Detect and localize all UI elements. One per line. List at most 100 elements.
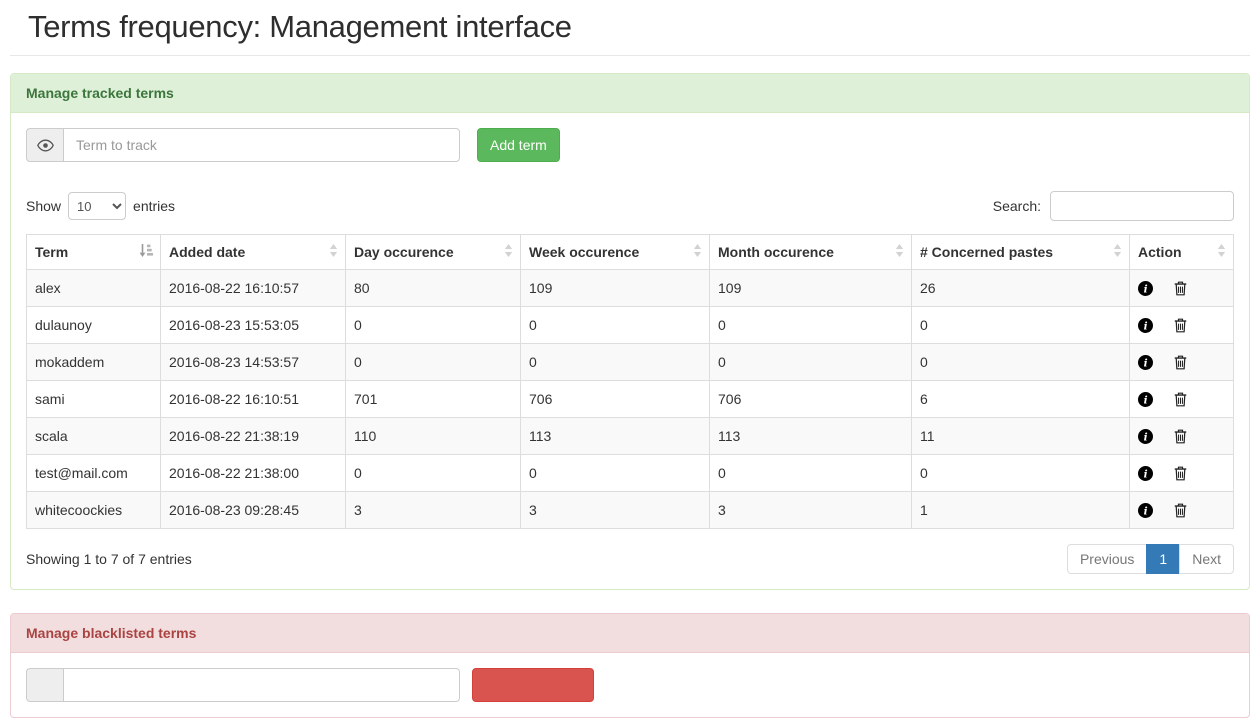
term-input-group — [26, 128, 460, 162]
column-header-month-occurence[interactable]: Month occurence — [709, 234, 912, 270]
tracked-terms-table: Term — [26, 234, 1234, 529]
cell-month: 3 — [709, 491, 912, 529]
datatable-controls: Show 10 entries Search: — [26, 191, 1234, 221]
trash-icon[interactable] — [1174, 392, 1187, 407]
sort-both-icon — [504, 244, 513, 260]
cell-month: 0 — [709, 306, 912, 344]
add-term-button[interactable]: Add term — [477, 128, 560, 162]
table-info-text: Showing 1 to 7 of 7 entries — [26, 551, 192, 567]
table-header-row: Term — [26, 234, 1234, 270]
blacklist-input-group — [26, 668, 460, 702]
cell-day: 0 — [345, 454, 521, 492]
info-circle-icon[interactable]: i — [1138, 502, 1153, 518]
sort-ascending-icon — [139, 244, 153, 260]
pagination: Previous 1 Next — [1066, 544, 1234, 574]
info-circle-icon[interactable]: i — [1138, 428, 1153, 444]
cell-added: 2016-08-22 16:10:51 — [160, 380, 346, 418]
cell-day: 701 — [345, 380, 521, 418]
cell-day: 0 — [345, 306, 521, 344]
cell-term: sami — [26, 380, 161, 418]
search-input[interactable] — [1050, 191, 1234, 221]
table-row: whitecoockies 2016-08-23 09:28:45 3 3 3 1 i — [26, 491, 1234, 529]
sort-both-icon — [329, 244, 338, 260]
pagination-next[interactable]: Next — [1179, 544, 1234, 574]
cell-added: 2016-08-23 09:28:45 — [160, 491, 346, 529]
column-header-action[interactable]: Action — [1129, 234, 1234, 270]
column-header-day-occurence[interactable]: Day occurence — [345, 234, 521, 270]
cell-pastes: 6 — [911, 380, 1130, 418]
cell-added: 2016-08-23 15:53:05 — [160, 306, 346, 344]
blacklist-term-row — [26, 668, 1234, 702]
pagination-page-1[interactable]: 1 — [1146, 544, 1181, 574]
column-header-concerned-pastes[interactable]: # Concerned pastes — [911, 234, 1130, 270]
trash-icon[interactable] — [1174, 355, 1187, 370]
cell-week: 3 — [520, 491, 710, 529]
cell-action: i — [1129, 343, 1234, 381]
svg-text:i: i — [1144, 394, 1148, 406]
cell-month: 113 — [709, 417, 912, 455]
cell-action: i — [1129, 306, 1234, 344]
entries-label: entries — [133, 198, 176, 214]
tracked-terms-panel-heading: Manage tracked terms — [11, 74, 1249, 113]
cell-month: 706 — [709, 380, 912, 418]
title-divider — [10, 55, 1250, 56]
search-label: Search: — [992, 198, 1041, 214]
page-length-select[interactable]: 10 — [68, 192, 127, 220]
trash-icon[interactable] — [1174, 318, 1187, 333]
page-container: Terms frequency: Management interface Ma… — [0, 9, 1260, 718]
cell-pastes: 0 — [911, 454, 1130, 492]
column-header-added-date[interactable]: Added date — [160, 234, 346, 270]
blacklisted-terms-panel: Manage blacklisted terms — [10, 613, 1250, 718]
svg-text:i: i — [1144, 320, 1148, 332]
cell-day: 3 — [345, 491, 521, 529]
cell-added: 2016-08-22 21:38:19 — [160, 417, 346, 455]
trash-icon[interactable] — [1174, 466, 1187, 481]
svg-text:i: i — [1144, 468, 1148, 480]
page-title: Terms frequency: Management interface — [28, 9, 572, 44]
cell-day: 80 — [345, 269, 521, 307]
info-circle-icon[interactable]: i — [1138, 465, 1153, 481]
blacklist-add-button[interactable] — [472, 668, 594, 702]
info-circle-icon[interactable]: i — [1138, 280, 1153, 296]
table-row: sami 2016-08-22 16:10:51 701 706 706 6 i — [26, 380, 1234, 418]
show-label: Show — [26, 198, 62, 214]
trash-icon[interactable] — [1174, 281, 1187, 296]
cell-week: 0 — [520, 454, 710, 492]
blacklist-term-input[interactable] — [63, 668, 460, 702]
cell-action: i — [1129, 417, 1234, 455]
svg-text:i: i — [1144, 283, 1148, 295]
trash-icon[interactable] — [1174, 429, 1187, 444]
column-header-term[interactable]: Term — [26, 234, 161, 270]
svg-text:i: i — [1144, 505, 1148, 517]
cell-added: 2016-08-22 21:38:00 — [160, 454, 346, 492]
info-circle-icon[interactable]: i — [1138, 391, 1153, 407]
cell-term: test@mail.com — [26, 454, 161, 492]
page-length-control: Show 10 entries — [26, 192, 175, 220]
datatable-footer: Showing 1 to 7 of 7 entries Previous 1 N… — [26, 544, 1234, 574]
sort-both-icon — [895, 244, 904, 260]
column-header-week-occurence[interactable]: Week occurence — [520, 234, 710, 270]
cell-action: i — [1129, 491, 1234, 529]
cell-pastes: 11 — [911, 417, 1130, 455]
cell-term: mokaddem — [26, 343, 161, 381]
cell-action: i — [1129, 454, 1234, 492]
trash-icon[interactable] — [1174, 503, 1187, 518]
svg-text:i: i — [1144, 431, 1148, 443]
cell-week: 109 — [520, 269, 710, 307]
info-circle-icon[interactable]: i — [1138, 317, 1153, 333]
cell-pastes: 1 — [911, 491, 1130, 529]
cell-week: 706 — [520, 380, 710, 418]
info-circle-icon[interactable]: i — [1138, 354, 1153, 370]
cell-pastes: 0 — [911, 343, 1130, 381]
cell-action: i — [1129, 269, 1234, 307]
tracked-terms-panel: Manage tracked terms Add term Show — [10, 73, 1250, 590]
table-row: mokaddem 2016-08-23 14:53:57 0 0 0 0 i — [26, 343, 1234, 381]
term-to-track-input[interactable] — [63, 128, 460, 162]
cell-pastes: 26 — [911, 269, 1130, 307]
blacklisted-terms-panel-body — [11, 653, 1249, 717]
input-addon-icon — [26, 668, 63, 702]
sort-both-icon — [1113, 244, 1122, 260]
pagination-previous[interactable]: Previous — [1066, 544, 1148, 574]
cell-week: 0 — [520, 343, 710, 381]
cell-month: 0 — [709, 343, 912, 381]
